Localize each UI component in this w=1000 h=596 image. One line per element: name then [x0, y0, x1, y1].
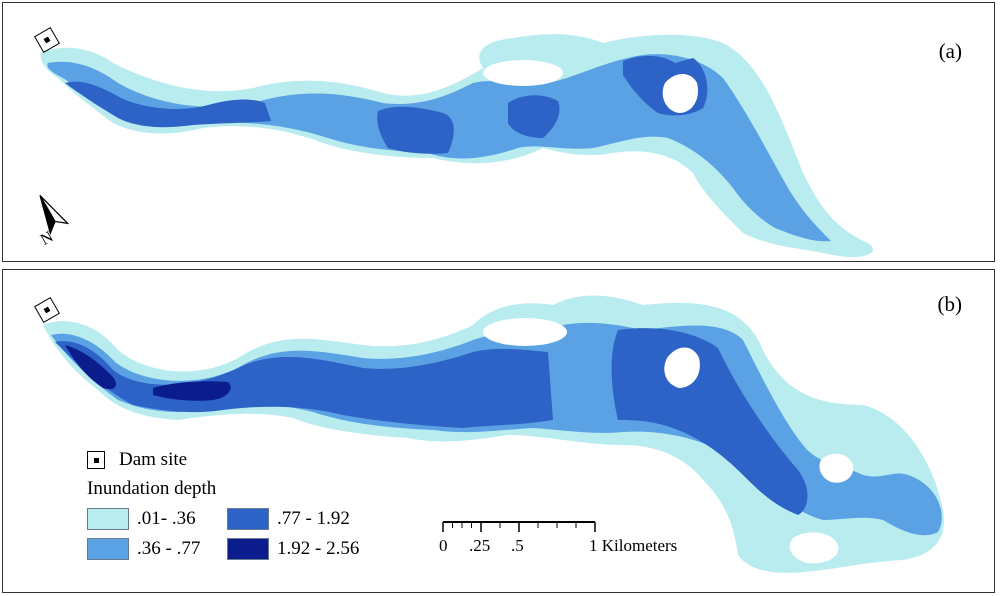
- inundation-map-a: N: [34, 27, 874, 258]
- north-arrow-icon: [39, 195, 70, 236]
- legend-swatch: [227, 538, 269, 560]
- island: [662, 74, 699, 113]
- map-panel-b: (b) Dam site Inundation depth .01- .36 .…: [2, 269, 995, 593]
- scale-label: 0: [439, 536, 448, 555]
- legend-item: .36 - .77: [87, 538, 227, 560]
- legend-item-label: .01- .36: [137, 508, 196, 529]
- map-legend: Dam site Inundation depth .01- .36 .77 -…: [87, 448, 387, 560]
- island: [789, 532, 839, 564]
- legend-dam-label: Dam site: [119, 449, 188, 470]
- panel-label-b: (b): [937, 292, 963, 316]
- scale-label: 1 Kilometers: [589, 536, 678, 555]
- island: [664, 347, 700, 388]
- legend-item-label: .36 - .77: [137, 538, 201, 559]
- legend-item-label: 1.92 - 2.56: [277, 538, 360, 559]
- scale-label: .25: [469, 536, 491, 555]
- dam-site-marker: [34, 27, 60, 53]
- island: [483, 60, 563, 86]
- depth-zone-darkest: [153, 381, 231, 401]
- legend-item-label: .77 - 1.92: [277, 508, 350, 529]
- legend-item: .77 - 1.92: [227, 508, 387, 530]
- scale-label: .5: [511, 536, 524, 555]
- depth-zone-dark: [508, 95, 560, 138]
- inundation-map-b: [34, 295, 944, 573]
- legend-swatch: [87, 508, 129, 530]
- depth-zone-darkest: [65, 345, 117, 390]
- legend-item: .01- .36: [87, 508, 227, 530]
- dam-site-marker: [34, 297, 60, 323]
- island: [483, 318, 567, 346]
- legend-dam-site: Dam site: [87, 448, 387, 472]
- legend-title: Inundation depth: [87, 478, 217, 499]
- depth-zone-dark: [65, 81, 271, 128]
- scale-bar: [442, 521, 596, 532]
- legend-swatch: [87, 538, 129, 560]
- island: [819, 453, 854, 483]
- legend-swatch: [227, 508, 269, 530]
- depth-zone-dark: [611, 328, 808, 515]
- depth-zone-dark: [55, 341, 553, 428]
- scale-bar-labels: 0 .25 .5 1 Kilometers: [439, 536, 739, 558]
- legend-item: 1.92 - 2.56: [227, 538, 387, 560]
- dam-site-icon: [87, 451, 105, 469]
- map-panel-a: N (a): [2, 2, 995, 262]
- panel-label-a: (a): [938, 39, 962, 63]
- north-arrow-label: N: [38, 228, 57, 249]
- depth-zone-dark: [377, 106, 454, 154]
